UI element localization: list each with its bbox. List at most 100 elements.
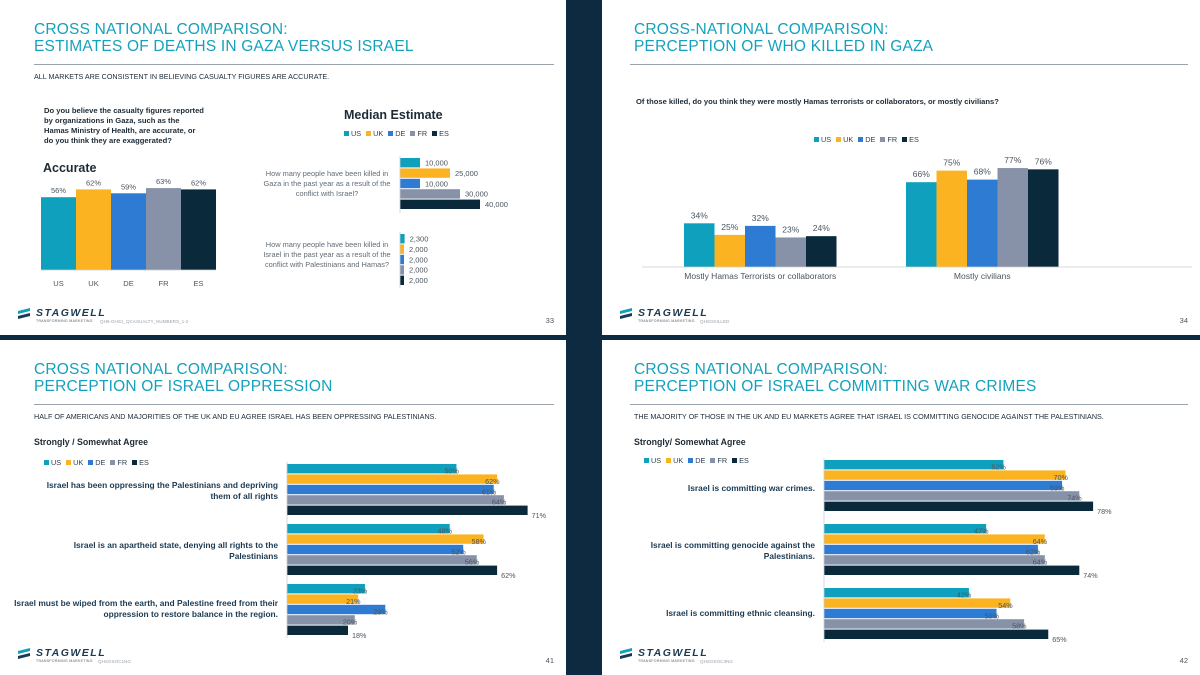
legend-item-us: US	[644, 456, 661, 465]
slide-title: CROSS-NATIONAL COMPARISON: PERCEPTION OF…	[634, 21, 933, 55]
slide-subtitle: HALF OF AMERICANS AND MAJORITIES OF THE …	[34, 412, 437, 421]
median-heading: Median Estimate	[344, 108, 443, 122]
oppression-value-g1-es: 71%	[532, 511, 547, 520]
legend-label-es: ES	[139, 458, 149, 467]
slide-41: CROSS NATIONAL COMPARISON: PERCEPTION OF…	[0, 340, 566, 675]
legend-item-de: DE	[388, 129, 405, 138]
warcrimes-bar-g1-fr	[824, 491, 1080, 501]
killed-bar-c1-es	[806, 236, 837, 267]
oppression-value-g3-us: 23%	[353, 587, 368, 596]
page-number: 33	[545, 316, 554, 325]
median-value-g2-fr: 2,000	[409, 266, 428, 275]
oppression-legend: US UK DE FR ES	[44, 458, 154, 467]
killed-category-2: Mostly civilians	[954, 271, 1011, 281]
legend-swatch-uk	[66, 459, 72, 465]
section-label: Strongly / Somewhat Agree	[34, 437, 149, 447]
warcrimes-bar-g1-uk	[824, 470, 1066, 480]
killed-value-c2-de: 68%	[974, 167, 991, 177]
legend-swatch-us	[644, 457, 649, 463]
median-value-g1-uk: 25,000	[455, 169, 478, 178]
legend-item-uk: UK	[366, 129, 383, 138]
slide-title-line1: CROSS-NATIONAL COMPARISON:	[634, 21, 889, 38]
oppression-value-g2-fr: 56%	[465, 558, 480, 567]
oppression-bar-g2-es	[287, 565, 498, 575]
page-number: 42	[1179, 656, 1188, 665]
median-legend: US UK DE FR ES	[344, 129, 454, 138]
slide-33: CROSS NATIONAL COMPARISON: ESTIMATES OF …	[0, 0, 566, 335]
legend-item-uk: UK	[666, 456, 683, 465]
statement-apartheid: Israel is an apartheid state, denying al…	[73, 540, 278, 561]
median-bar-g1-es	[400, 199, 480, 209]
warcrimes-value-g1-uk: 70%	[1054, 473, 1069, 482]
slide-title: CROSS NATIONAL COMPARISON: PERCEPTION OF…	[634, 361, 1037, 395]
legend-item-es: ES	[432, 129, 449, 138]
oppression-bar-g1-de	[287, 484, 494, 495]
page-number: 41	[545, 656, 554, 665]
legend-item-de: DE	[858, 135, 875, 144]
accurate-category-us: US	[53, 279, 63, 288]
source-footnote: QHSGSOC3NG	[700, 659, 733, 664]
killed-value-c1-uk: 25%	[721, 222, 738, 232]
median-value-g2-uk: 2,000	[409, 245, 428, 254]
legend-swatch-fr	[110, 459, 116, 465]
median-value-g1-us: 10,000	[425, 159, 448, 168]
warcrimes-bar-g3-us	[824, 588, 969, 598]
source-footnote: QHSGKILLED	[700, 319, 730, 324]
legend-swatch-fr	[880, 136, 886, 142]
killed-value-c1-de: 32%	[752, 213, 769, 223]
slide-title-line1: CROSS NATIONAL COMPARISON:	[34, 21, 288, 38]
oppression-bar-g3-de	[287, 604, 386, 615]
warcrimes-bar-g1-us	[824, 460, 1004, 470]
warcrimes-value-g1-fr: 74%	[1067, 494, 1082, 503]
oppression-value-g3-fr: 20%	[343, 618, 358, 627]
legend-item-es: ES	[132, 458, 149, 467]
stagwell-logo-tagline: TRANSFORMING MARKETING	[638, 319, 695, 323]
legend-item-us: US	[44, 458, 61, 467]
legend-label-uk: UK	[673, 456, 684, 465]
stagwell-logo-mark-icon	[620, 648, 632, 659]
stagwell-logo: STAGWELL TRANSFORMING MARKETING	[618, 307, 708, 325]
slide-subtitle: THE MAJORITY OF THOSE IN THE UK AND EU M…	[634, 412, 1104, 421]
oppression-bar-g1-uk	[287, 474, 498, 484]
source-footnote: QHSGSOC1NG	[98, 659, 131, 664]
stagwell-logo-text: STAGWELL	[638, 647, 709, 659]
legend-item-uk: UK	[66, 458, 83, 467]
oppression-value-g2-uk: 58%	[472, 537, 487, 546]
warcrimes-value-g2-us: 47%	[974, 527, 989, 536]
legend-item-us: US	[344, 129, 361, 138]
warcrimes-bar-g2-uk	[824, 534, 1045, 544]
warcrimes-bar-g2-es	[824, 565, 1080, 575]
oppression-bar-g3-uk	[287, 594, 359, 604]
legend-swatch-us	[814, 136, 819, 142]
legend-item-fr: FR	[880, 135, 897, 144]
stagwell-logo-mark-icon	[18, 308, 30, 319]
section-label: Strongly/ Somewhat Agree	[634, 437, 746, 447]
legend-label-us: US	[821, 135, 832, 144]
stagwell-logo: STAGWELL TRANSFORMING MARKETING	[16, 647, 106, 665]
legend-label-de: DE	[695, 456, 706, 465]
oppression-value-g2-de: 52%	[451, 547, 466, 556]
accurate-value-es: 62%	[191, 178, 206, 187]
accurate-category-es: ES	[193, 279, 203, 288]
accurate-heading: Accurate	[43, 161, 97, 175]
legend-item-fr: FR	[710, 456, 727, 465]
killed-bar-c2-uk	[936, 170, 967, 267]
warcrimes-value-g1-us: 52%	[991, 463, 1006, 472]
legend-item-fr: FR	[410, 129, 427, 138]
slide-title-line2: ESTIMATES OF DEATHS IN GAZA VERSUS ISRAE…	[34, 38, 414, 55]
slide-title-line2: PERCEPTION OF ISRAEL COMMITTING WAR CRIM…	[634, 378, 1037, 395]
oppression-bar-g1-es	[287, 505, 528, 515]
killed-value-c2-uk: 75%	[943, 158, 960, 168]
oppression-bar-g2-us	[287, 524, 450, 534]
killed-bar-c2-fr	[997, 168, 1028, 267]
warcrimes-chart: 52%70%69%74%78%47%64%62%64%74%42%54%50%5…	[823, 458, 1112, 644]
legend-label-es: ES	[439, 129, 449, 138]
legend-item-es: ES	[732, 456, 749, 465]
median-value-g1-es: 40,000	[485, 200, 508, 209]
slide-title: CROSS NATIONAL COMPARISON: ESTIMATES OF …	[34, 21, 414, 55]
warcrimes-bar-g1-de	[824, 480, 1063, 491]
legend-item-de: DE	[88, 458, 105, 467]
median-value-g2-es: 2,000	[409, 276, 428, 285]
killed-legend: US UK DE FR ES	[814, 135, 924, 144]
legend-swatch-fr	[710, 457, 716, 463]
